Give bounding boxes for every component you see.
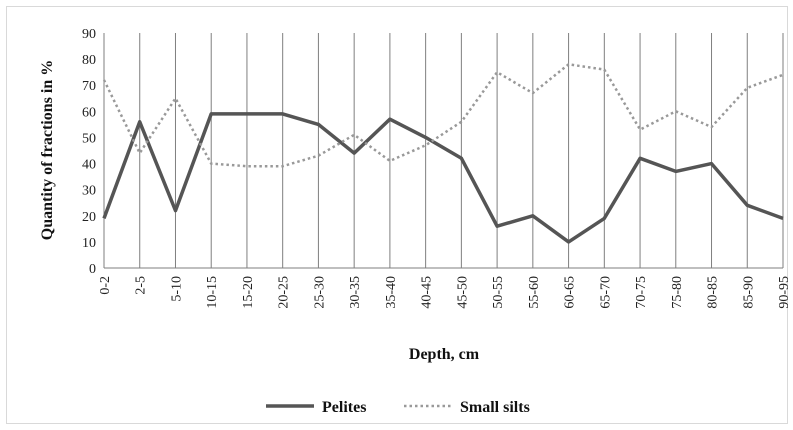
y-tick-label: 30	[82, 184, 96, 199]
legend: Pelites Small silts	[266, 399, 530, 416]
x-tick-label: 60-65	[563, 276, 578, 309]
y-tick-label: 90	[82, 27, 96, 42]
y-tick-label: 10	[82, 236, 96, 251]
y-tick-label: 80	[82, 53, 96, 68]
x-tick-label: 20-25	[277, 276, 292, 309]
y-tick-label: 0	[89, 262, 96, 277]
y-tick-label: 20	[82, 210, 96, 225]
y-tick-label: 60	[82, 105, 96, 120]
x-tick-label: 10-15	[205, 276, 220, 309]
y-tick-label: 40	[82, 158, 96, 173]
x-tick-label: 85-90	[741, 276, 756, 309]
x-tick-label: 75-80	[670, 276, 685, 309]
x-tick-label: 45-50	[455, 276, 470, 309]
y-tick-label: 50	[82, 131, 96, 146]
chart-frame	[6, 6, 788, 424]
x-tick-label: 70-75	[634, 276, 649, 309]
x-tick-label: 50-55	[491, 276, 506, 309]
legend-label: Small silts	[460, 399, 530, 416]
series-line-pelites	[102, 112, 784, 244]
x-tick-label: 30-35	[348, 276, 363, 309]
grid-lines	[103, 33, 784, 268]
x-tick-label: 35-40	[384, 276, 399, 309]
x-axis-title: Depth, cm	[409, 346, 480, 363]
x-tick-label: 90-95	[777, 276, 792, 309]
x-tick-label: 2-5	[134, 276, 149, 295]
x-tick-label: 65-70	[598, 276, 613, 309]
x-tick-label: 55-60	[527, 276, 542, 309]
y-tick-label: 70	[82, 79, 96, 94]
x-tick-label: 40-45	[420, 276, 435, 309]
x-tick-label: 25-30	[312, 276, 327, 309]
series-line-small-silts	[102, 63, 784, 168]
legend-label: Pelites	[322, 399, 366, 416]
x-tick-labels: 0-2 2-5 5-10 10-15 15-20 20-25 25-30 30-35 35-40…	[98, 276, 792, 309]
x-tick-label: 0-2	[98, 276, 113, 295]
x-tick-label: 80-85	[706, 276, 721, 309]
x-tick-label: 15-20	[241, 276, 256, 309]
series-lines	[102, 63, 784, 244]
y-tick-labels: 0 10 20 30 40 50 60 70 80 90	[82, 27, 96, 277]
x-tick-label: 5-10	[169, 276, 184, 302]
y-axis-title: Quantity of fractions in %	[39, 60, 56, 240]
